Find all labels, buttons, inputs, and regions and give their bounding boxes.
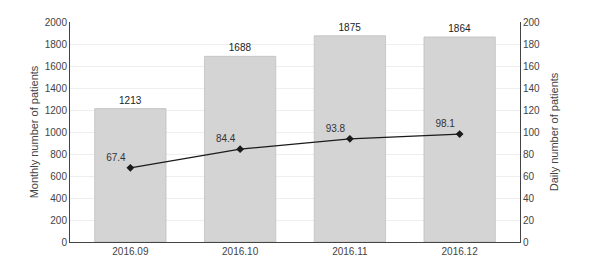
svg-text:120: 120	[523, 105, 540, 116]
svg-text:160: 160	[523, 61, 540, 72]
svg-text:140: 140	[523, 83, 540, 94]
svg-text:80: 80	[523, 149, 535, 160]
svg-text:1864: 1864	[448, 23, 471, 34]
svg-text:1600: 1600	[45, 61, 68, 72]
svg-text:1800: 1800	[45, 39, 68, 50]
svg-text:Monthly number of patients: Monthly number of patients	[28, 65, 40, 198]
svg-text:200: 200	[523, 17, 540, 28]
svg-text:2000: 2000	[45, 17, 68, 28]
svg-text:2016.12: 2016.12	[442, 246, 479, 257]
svg-text:40: 40	[523, 193, 535, 204]
svg-text:1213: 1213	[119, 95, 142, 106]
svg-text:200: 200	[50, 215, 67, 226]
svg-text:1200: 1200	[45, 105, 68, 116]
svg-text:20: 20	[523, 215, 535, 226]
svg-text:400: 400	[50, 193, 67, 204]
svg-text:1688: 1688	[229, 42, 252, 53]
svg-text:67.4: 67.4	[106, 152, 126, 163]
svg-text:0: 0	[523, 237, 529, 248]
svg-text:93.8: 93.8	[326, 123, 346, 134]
svg-text:98.1: 98.1	[435, 118, 455, 129]
svg-text:1875: 1875	[339, 22, 362, 33]
svg-text:1000: 1000	[45, 127, 68, 138]
svg-text:2016.09: 2016.09	[112, 246, 149, 257]
svg-text:800: 800	[50, 149, 67, 160]
svg-text:1400: 1400	[45, 83, 68, 94]
svg-text:2016.10: 2016.10	[222, 246, 259, 257]
svg-text:0: 0	[61, 237, 67, 248]
svg-text:Daily number of patients: Daily number of patients	[548, 72, 560, 191]
svg-text:600: 600	[50, 171, 67, 182]
svg-text:60: 60	[523, 171, 535, 182]
svg-text:84.4: 84.4	[216, 133, 236, 144]
svg-text:180: 180	[523, 39, 540, 50]
svg-text:2016.11: 2016.11	[332, 246, 368, 257]
svg-text:100: 100	[523, 127, 540, 138]
